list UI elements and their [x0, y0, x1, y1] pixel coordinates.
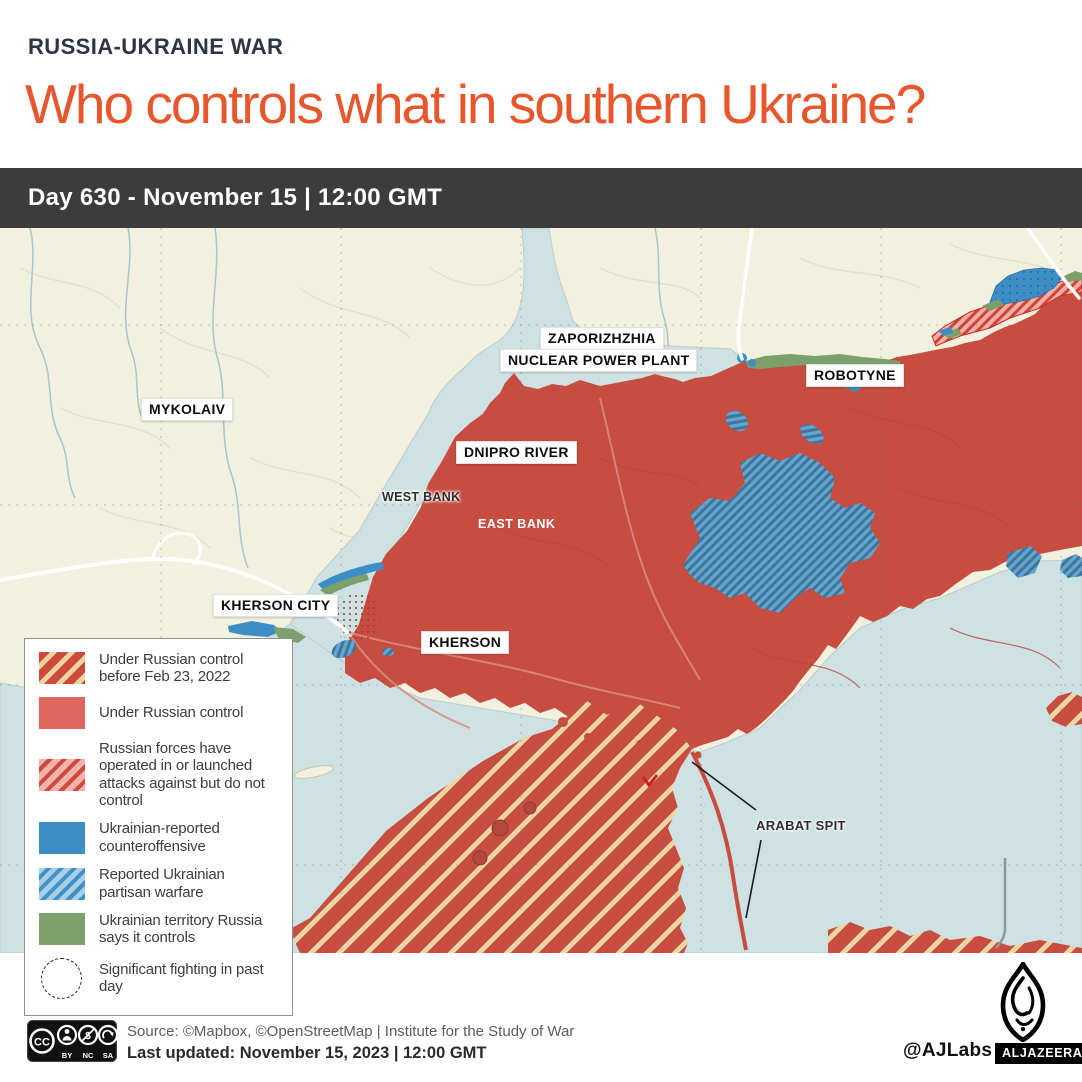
page-title: Who controls what in southern Ukraine?	[25, 73, 926, 135]
chonhar-pre2022	[1046, 692, 1082, 727]
map-label-kherson: KHERSON	[421, 631, 510, 654]
legend-item-attacks: Russian forces have operated in or launc…	[39, 740, 279, 810]
map-label-zaporizhzhia: ZAPORIZHZHIA	[540, 327, 664, 350]
map-label-robotyne: ROBOTYNE	[806, 364, 904, 387]
aljazeera-wordmark: ALJAZEERA	[995, 1043, 1082, 1064]
urban-stipple	[336, 593, 380, 643]
spit-road	[995, 858, 1007, 949]
legend-swatch-fighting	[41, 957, 82, 999]
henichesk-dot	[694, 751, 702, 759]
kherson-bank-strips	[228, 562, 384, 643]
source-line: Source: ©Mapbox, ©OpenStreetMap | Instit…	[127, 1023, 575, 1040]
arabat-spit-land	[690, 751, 748, 951]
map-legend: Under Russian control before Feb 23, 202…	[24, 638, 293, 1016]
svg-text:BY: BY	[62, 1051, 72, 1060]
svg-text:SA: SA	[103, 1051, 114, 1060]
legend-swatch-partisan	[39, 867, 85, 900]
blue-dot-west	[748, 359, 756, 367]
legend-item-control: Under Russian control	[39, 696, 279, 729]
partisan-areas	[331, 410, 1082, 659]
cc-license-badge: CC $ BY NC SA	[27, 1020, 119, 1067]
ajlabs-handle: @AJLabs	[903, 1040, 993, 1061]
cc-icon	[29, 1028, 55, 1054]
map-label-east-bank: EAST BANK	[478, 517, 556, 531]
red-zone-roads	[346, 397, 701, 729]
legend-item-partisan: Reported Ukrainian partisan warfare	[39, 866, 279, 901]
cc-nc-icon: $	[77, 1024, 99, 1046]
map-label-arabat-spit: ARABAT SPIT	[756, 818, 846, 833]
legend-item-fighting: Significant fighting in past day	[39, 957, 279, 999]
svg-text:$: $	[85, 1031, 91, 1042]
counteroffensive-sliver	[938, 327, 954, 336]
last-updated-line: Last updated: November 15, 2023 | 12:00 …	[127, 1044, 487, 1062]
map-label-dnipro-river: DNIPRO RIVER	[456, 441, 577, 464]
red-zone-contours	[499, 407, 1061, 689]
legend-item-counteroffensive: Ukrainian-reported counteroffensive	[39, 820, 279, 855]
date-bar-text: Day 630 - November 15 | 12:00 GMT	[28, 184, 443, 211]
legend-item-claimed: Ukrainian territory Russia says it contr…	[39, 912, 279, 947]
partisan-area-melitopol	[683, 453, 880, 613]
crimea-azov-coast-pre2022	[828, 922, 1082, 953]
date-bar: Day 630 - November 15 | 12:00 GMT	[0, 168, 1082, 228]
map-label-nuclear-power-plant: NUCLEAR POWER PLANT	[500, 349, 698, 372]
legend-swatch-pre2022	[39, 652, 85, 685]
arabat-pointer-lines	[691, 761, 762, 919]
kicker: RUSSIA-UKRAINE WAR	[28, 34, 284, 59]
crimea-pre2022-area	[290, 701, 692, 953]
legend-swatch-claimed	[39, 913, 85, 946]
legend-swatch-counteroffensive	[39, 821, 85, 854]
aljazeera-logo-icon	[996, 961, 1050, 1047]
svg-text:NC: NC	[83, 1051, 94, 1060]
legend-swatch-control	[39, 696, 85, 729]
map-label-kherson-city: KHERSON CITY	[213, 594, 339, 617]
legend-swatch-attacks	[39, 758, 85, 791]
cc-by-icon	[56, 1024, 78, 1046]
svg-text:CC: CC	[34, 1037, 50, 1049]
map-label-west-bank: WEST BANK	[382, 490, 461, 504]
graticule	[0, 228, 1082, 953]
map-label-mykolaiv: MYKOLAIV	[141, 398, 234, 421]
bay-islets	[472, 704, 659, 866]
legend-item-pre2022: Under Russian control before Feb 23, 202…	[39, 651, 279, 686]
claimed-green-slivers	[944, 271, 1082, 339]
